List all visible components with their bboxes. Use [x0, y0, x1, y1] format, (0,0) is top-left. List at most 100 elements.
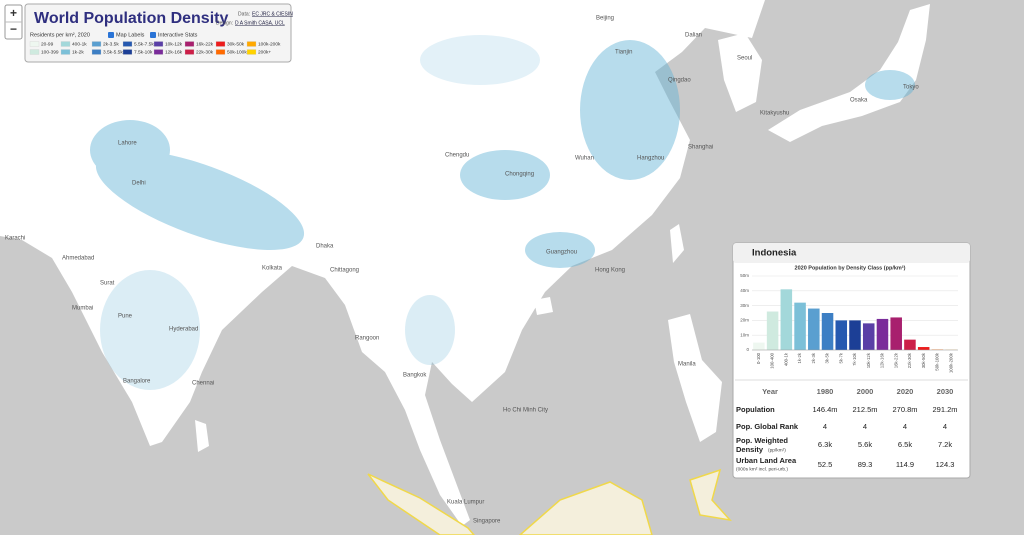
x-tick-label: 16k-22k [893, 352, 898, 368]
city-label: Pune [118, 314, 133, 320]
row-label: Pop. Global Rank [736, 422, 799, 431]
kanto [865, 70, 915, 100]
toggle-label[interactable]: Interactive Stats [158, 32, 198, 38]
city-label: Chittagong [330, 268, 359, 274]
x-tick-label: 30k-50k [921, 352, 926, 368]
legend-label: 20-99 [41, 41, 54, 47]
toggle-label[interactable]: Map Labels [116, 32, 145, 38]
city-label: Guangzhou [546, 250, 577, 256]
city-label: Osaka [850, 98, 868, 104]
legend-label: 10k-12k [165, 41, 183, 47]
legend-label: 22k-30k [196, 49, 214, 55]
checkbox[interactable] [108, 32, 114, 38]
table-cell: 5.6k [858, 440, 872, 449]
legend-label: 3.5k-5.5k [103, 49, 123, 55]
bar [753, 342, 765, 350]
checkbox[interactable] [150, 32, 156, 38]
legend-swatch [184, 41, 195, 47]
city-label: Chengdu [445, 153, 469, 159]
row-label: Pop. Weighted [736, 436, 788, 445]
legend-label: 7.5k-10k [134, 49, 153, 55]
sichuan [460, 150, 550, 200]
legend-swatch [91, 49, 102, 55]
bar [862, 323, 875, 350]
legend-swatch [153, 41, 164, 47]
borneo [518, 481, 653, 535]
legend-swatch [60, 49, 71, 55]
city-label: Bangkok [403, 373, 427, 379]
x-tick-label: 100k-200k [948, 352, 953, 373]
legend-label: 400-1k [72, 41, 87, 47]
city-label: Surat [100, 281, 115, 287]
legend-swatch [184, 49, 195, 55]
zoom-control: + − [4, 4, 23, 40]
bar [917, 347, 930, 350]
city-label: Dhaka [316, 244, 334, 250]
table-cell: 270.8m [892, 405, 917, 414]
bar [849, 320, 861, 350]
legend-label: 200k+ [258, 49, 271, 55]
design-label: Design: [216, 20, 233, 26]
table-header: 1980 [817, 387, 834, 396]
legend-label: 16k-22k [196, 41, 214, 47]
x-tick-label: 50k-100k [935, 352, 940, 371]
punjab [90, 120, 170, 180]
legend-swatch [215, 41, 226, 47]
city-label: Wuhan [575, 156, 594, 162]
bar [794, 302, 806, 350]
city-label: Hong Kong [595, 268, 625, 274]
bar [808, 308, 820, 350]
city-label: Lahore [118, 141, 137, 147]
legend-swatch [29, 41, 40, 47]
hainan [534, 297, 553, 315]
table-cell: 291.2m [932, 405, 957, 414]
header-box: World Population Density Data: EC JRC & … [24, 3, 293, 63]
city-label: Manila [678, 362, 696, 368]
y-tick-label: 20m [740, 318, 749, 323]
header-background [24, 3, 292, 63]
city-label: Seoul [737, 56, 752, 62]
japan [768, 4, 930, 142]
data-source-link[interactable]: EC JRC & CIESIN [252, 11, 293, 17]
north-china-plain [580, 40, 680, 180]
x-tick-label: 3k-5k [825, 352, 830, 363]
table-header: 2020 [897, 387, 914, 396]
chart-title: 2020 Population by Density Class (pp/km²… [795, 264, 906, 271]
legend-label: 50k-100k [227, 49, 247, 55]
zoom-out-button[interactable]: − [10, 22, 17, 36]
table-cell: 146.4m [812, 405, 837, 414]
bar [904, 339, 916, 350]
table-header: Year [762, 387, 778, 396]
table-cell: 4 [903, 422, 907, 431]
table-cell: 212.5m [852, 405, 877, 414]
y-tick-label: 30m [740, 303, 749, 308]
bar [766, 311, 779, 350]
mainland [0, 0, 765, 526]
legend-swatch [91, 41, 102, 47]
bar [835, 320, 848, 350]
table-cell: 89.3 [858, 460, 873, 469]
table-cell: 4 [863, 422, 867, 431]
table-cell: 4 [823, 422, 827, 431]
x-tick-label: 2k-3k [811, 352, 816, 363]
design-credit-link[interactable]: D A Smith CASA, UCL [235, 20, 285, 26]
legend-label: 30k-50k [227, 41, 245, 47]
indonesia-land [367, 468, 732, 535]
legend-swatch [122, 49, 133, 55]
thailand [405, 295, 455, 365]
legend-label: 12k-16k [165, 49, 183, 55]
city-label: Mumbai [72, 306, 93, 312]
legend-label: 2k-3.5k [103, 41, 119, 47]
row-note: (000s km² incl. peri-urb.) [736, 466, 788, 472]
legend-label: 1k-2k [72, 49, 84, 55]
city-label: Beijing [596, 16, 614, 22]
city-label: Kitakyushu [760, 111, 789, 117]
data-label: Data: [238, 11, 250, 17]
zoom-in-button[interactable]: + [10, 6, 17, 20]
bar [821, 313, 834, 350]
city-label: Ahmedabad [62, 256, 94, 262]
legend-swatch [29, 49, 40, 55]
x-tick-label: 1k-2k [797, 352, 802, 363]
sumatra [367, 473, 475, 535]
